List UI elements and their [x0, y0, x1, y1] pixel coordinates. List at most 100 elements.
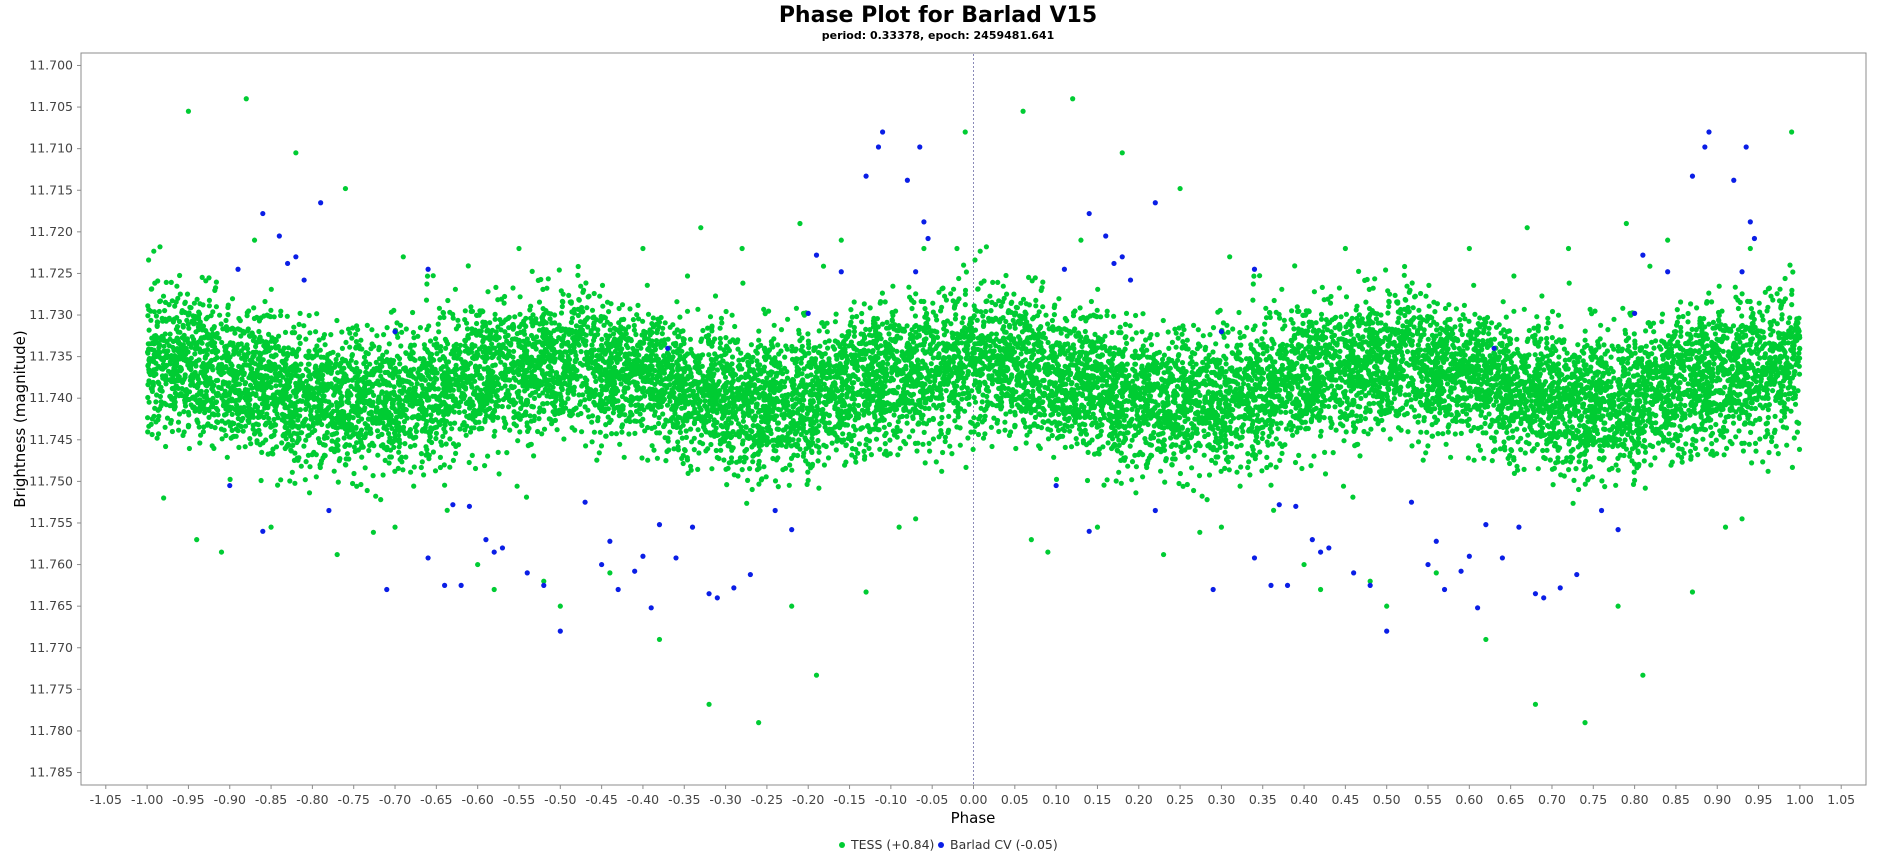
data-point — [691, 435, 697, 441]
data-point — [1740, 448, 1746, 454]
data-point — [229, 427, 235, 433]
data-point — [1139, 329, 1145, 335]
data-point — [410, 329, 416, 336]
data-point — [1601, 342, 1607, 348]
data-point — [256, 414, 262, 420]
data-point — [301, 323, 307, 329]
data-point — [1666, 403, 1672, 409]
data-point — [1363, 405, 1369, 411]
data-point — [1051, 454, 1057, 460]
data-point — [1277, 457, 1283, 463]
data-point — [413, 428, 419, 435]
x-tick-label: 0.75 — [1579, 792, 1607, 807]
data-point — [1401, 272, 1407, 278]
data-point — [680, 460, 686, 467]
data-point — [145, 313, 151, 319]
x-tick-label: 0.80 — [1621, 792, 1649, 807]
data-point — [1073, 436, 1079, 442]
data-point — [1497, 446, 1503, 452]
data-point — [1646, 406, 1652, 413]
data-point — [695, 466, 701, 472]
x-tick-label: 0.05 — [1001, 792, 1029, 807]
data-point — [1047, 380, 1053, 386]
data-point — [1117, 324, 1123, 330]
data-point — [395, 465, 401, 471]
data-point — [1687, 448, 1694, 454]
x-tick-label: -0.25 — [751, 792, 783, 807]
data-point — [1555, 312, 1562, 318]
data-point — [1129, 336, 1135, 342]
data-point — [430, 273, 436, 279]
data-point — [421, 472, 427, 478]
data-point — [1539, 293, 1545, 299]
data-point — [565, 396, 571, 402]
y-tick-label: 11.760 — [29, 557, 73, 572]
data-point — [1666, 431, 1672, 437]
data-point — [1625, 360, 1631, 366]
data-point — [1404, 349, 1411, 355]
data-point — [1090, 411, 1096, 417]
data-point — [1147, 393, 1154, 399]
data-point — [296, 321, 302, 327]
data-point — [667, 429, 673, 435]
data-point — [1200, 333, 1206, 339]
x-tick-label: -1.00 — [131, 792, 163, 807]
data-point — [1582, 337, 1588, 343]
data-point — [398, 343, 404, 349]
data-point — [1544, 335, 1550, 342]
data-point — [1706, 290, 1712, 296]
data-point — [272, 428, 278, 434]
x-tick-label: 0.10 — [1042, 792, 1070, 807]
data-point — [1168, 443, 1174, 449]
data-point — [729, 312, 735, 318]
data-point — [1534, 375, 1540, 381]
data-point — [1213, 341, 1219, 347]
data-point — [370, 529, 376, 535]
x-tick-label: -0.85 — [255, 792, 287, 807]
data-point — [591, 429, 598, 435]
data-point — [1349, 315, 1355, 321]
data-point — [1124, 340, 1130, 346]
data-point — [747, 466, 753, 472]
data-point — [1765, 468, 1771, 474]
data-point — [433, 435, 439, 442]
data-point — [965, 369, 972, 375]
data-point — [942, 434, 949, 440]
data-point — [450, 457, 456, 463]
data-point — [184, 317, 190, 323]
data-point — [1023, 301, 1029, 307]
data-point — [1404, 283, 1410, 289]
data-point — [1362, 416, 1368, 422]
data-point — [821, 462, 828, 468]
data-point — [750, 459, 756, 465]
data-point — [1133, 312, 1139, 319]
x-tick-label: 0.60 — [1455, 792, 1483, 807]
data-point — [270, 451, 276, 457]
data-point — [408, 469, 414, 475]
data-point — [1130, 378, 1136, 384]
data-point — [1012, 310, 1019, 316]
x-tick-label: -0.65 — [420, 792, 452, 807]
data-point — [242, 423, 249, 429]
data-point — [1032, 414, 1038, 420]
data-point — [492, 316, 498, 322]
data-point — [403, 454, 409, 460]
data-point — [313, 329, 319, 335]
data-point — [1722, 384, 1728, 390]
data-point — [1573, 466, 1579, 472]
x-tick-label: 1.00 — [1786, 792, 1814, 807]
data-point — [1599, 478, 1605, 484]
data-point — [904, 413, 910, 419]
data-point — [963, 355, 969, 361]
data-point — [418, 464, 424, 471]
data-point — [820, 406, 826, 413]
data-point — [1229, 454, 1235, 460]
data-point — [662, 320, 668, 326]
data-point — [219, 436, 225, 442]
x-tick-label: 0.30 — [1207, 792, 1235, 807]
data-point — [1133, 464, 1139, 470]
data-point — [1471, 457, 1477, 463]
data-point — [290, 442, 296, 448]
data-point — [1125, 463, 1131, 469]
data-point — [220, 380, 227, 386]
